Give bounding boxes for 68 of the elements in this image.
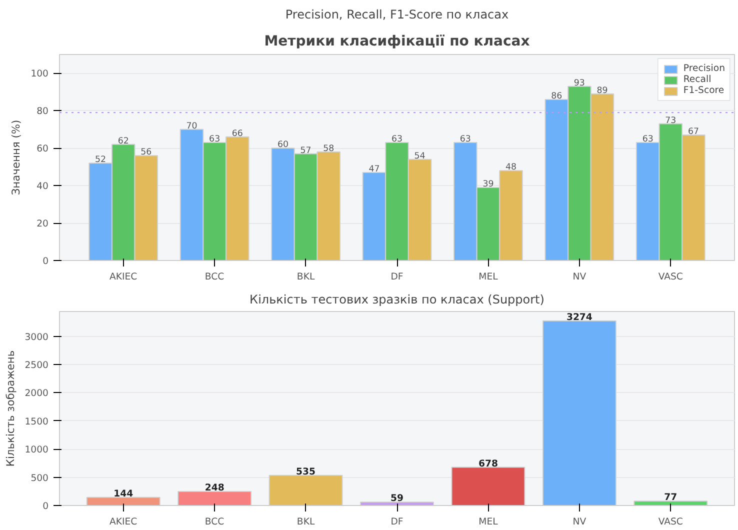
- data-label: 70: [186, 121, 198, 132]
- x-tick-label: AKIEC: [110, 516, 138, 528]
- data-label: 54: [414, 151, 426, 162]
- y-tick-label: 20: [36, 218, 49, 230]
- y-tick-label: 0: [42, 501, 49, 512]
- y-tick-label: 500: [30, 472, 49, 484]
- data-label: 535: [296, 466, 316, 478]
- data-label: 58: [323, 144, 334, 154]
- data-label: 63: [642, 134, 654, 145]
- y-axis-title: Значення (%): [10, 120, 23, 196]
- y-tick-label: 100: [30, 68, 49, 80]
- data-label: 66: [232, 128, 243, 139]
- data-label: 39: [482, 179, 494, 190]
- y-tick-label: 0: [42, 256, 49, 267]
- x-tick-label: MEL: [478, 516, 499, 528]
- y-axis-title: Кількість зображень: [4, 350, 17, 467]
- x-tick-label: DF: [390, 272, 404, 282]
- data-label: 89: [596, 86, 608, 96]
- data-label: 77: [664, 492, 678, 504]
- x-tick-label: BCC: [204, 516, 224, 528]
- bar: [268, 474, 343, 506]
- x-tick-label: VASC: [658, 272, 683, 282]
- chart-title: Кількість тестових зразків по класах (Support): [250, 292, 544, 306]
- x-tick-label: BCC: [204, 272, 224, 282]
- data-label: 59: [390, 493, 404, 504]
- bar: [451, 466, 526, 506]
- x-tick-label: BKL: [296, 516, 316, 528]
- x-tick-label: VASC: [658, 516, 683, 528]
- data-label: 248: [204, 482, 224, 494]
- data-label: 57: [300, 146, 312, 156]
- bar: [178, 491, 252, 506]
- x-tick-label: NV: [572, 272, 587, 282]
- data-label: 63: [391, 134, 403, 145]
- x-tick-label: BKL: [296, 272, 316, 282]
- y-tick-label: 2000: [24, 388, 49, 400]
- data-label: 62: [118, 136, 129, 146]
- y-tick-label: 1500: [24, 416, 49, 428]
- data-label: 67: [688, 127, 699, 138]
- chart-title: Метрики класифікації по класах: [264, 34, 530, 50]
- y-tick-label: 3000: [24, 332, 49, 343]
- x-tick-label: NV: [572, 516, 587, 528]
- data-label: 86: [551, 91, 562, 102]
- data-label: 63: [460, 134, 471, 145]
- data-label: 52: [95, 155, 106, 166]
- y-tick-label: 2500: [24, 360, 49, 372]
- x-tick-label: AKIEC: [110, 272, 138, 282]
- y-tick-label: 1000: [24, 444, 49, 456]
- legend-label: F1-Score: [683, 85, 724, 96]
- y-tick-label: 80: [36, 106, 49, 118]
- y-tick-label: 60: [36, 144, 49, 155]
- data-label: 93: [574, 78, 585, 88]
- x-tick-label: DF: [390, 516, 404, 528]
- data-label: 56: [140, 148, 152, 158]
- data-label: 678: [478, 458, 498, 470]
- x-tick-label: MEL: [478, 272, 499, 282]
- legend-label: Precision: [683, 63, 725, 74]
- chart-subtitle: Precision, Recall, F1-Score по класах: [285, 8, 509, 22]
- data-label: 144: [114, 488, 134, 500]
- bar: [86, 496, 160, 506]
- y-tick-label: 40: [36, 181, 49, 192]
- data-label: 48: [506, 162, 517, 173]
- legend-label: Recall: [683, 74, 712, 85]
- data-label: 60: [277, 140, 288, 150]
- data-label: 73: [665, 116, 676, 126]
- data-label: 3274: [566, 312, 593, 323]
- data-label: 63: [209, 134, 220, 145]
- bar: [542, 320, 616, 506]
- data-label: 47: [368, 164, 380, 174]
